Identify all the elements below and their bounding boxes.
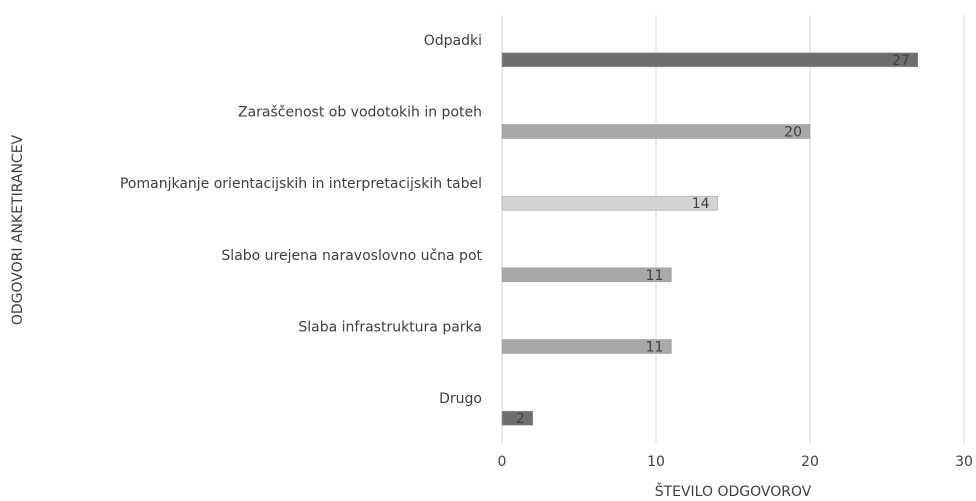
value-label: 2 — [516, 411, 525, 427]
y-tick-label: Zaraščenost ob vodotokih in poteh — [238, 105, 482, 121]
y-tick-label: Slabo urejena naravoslovno učna pot — [221, 248, 482, 264]
y-axis-label: ODGOVORI ANKETIRANCEV — [10, 134, 26, 325]
x-axis-label: ŠTEVILO ODGOVOROV — [655, 482, 812, 500]
y-tick-label: Drugo — [439, 391, 482, 407]
value-label: 27 — [892, 53, 910, 69]
x-tick-label: 10 — [647, 454, 665, 470]
bar — [501, 195, 718, 211]
bar — [501, 410, 534, 426]
value-label: 20 — [784, 125, 802, 141]
bar — [501, 124, 811, 139]
x-tick-label: 30 — [955, 454, 973, 470]
bar — [501, 52, 919, 68]
bar — [501, 267, 672, 283]
y-tick-label: Odpadki — [424, 33, 482, 49]
value-label: 11 — [646, 268, 664, 284]
value-label: 11 — [646, 340, 664, 356]
x-tick-label: 20 — [801, 454, 819, 470]
x-tick-label: 0 — [498, 454, 507, 470]
y-tick-label: Slaba infrastruktura parka — [298, 320, 482, 336]
y-tick-label: Pomanjkanje orientacijskih in interpreta… — [120, 176, 482, 192]
value-label: 14 — [692, 196, 710, 212]
bar — [501, 339, 672, 354]
